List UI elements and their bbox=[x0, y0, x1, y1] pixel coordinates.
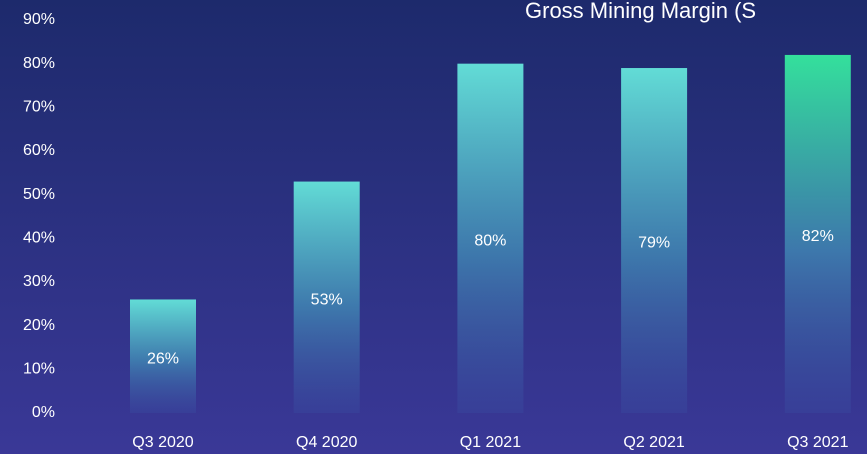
x-tick-label: Q4 2020 bbox=[296, 434, 357, 451]
y-tick-label: 70% bbox=[23, 99, 55, 116]
x-tick-label: Q3 2020 bbox=[132, 434, 193, 451]
y-tick-label: 60% bbox=[23, 142, 55, 159]
value-label: 53% bbox=[311, 292, 343, 309]
x-tick-label: Q1 2021 bbox=[460, 434, 521, 451]
y-tick-label: 10% bbox=[23, 361, 55, 378]
bar bbox=[293, 181, 360, 413]
value-label: 82% bbox=[802, 228, 834, 245]
y-tick-label: 80% bbox=[23, 55, 55, 72]
x-tick-label: Q3 2021 bbox=[787, 434, 848, 451]
y-tick-label: 0% bbox=[32, 404, 55, 421]
bar bbox=[784, 54, 851, 413]
y-tick-label: 50% bbox=[23, 186, 55, 203]
y-tick-label: 40% bbox=[23, 230, 55, 247]
value-label: 79% bbox=[638, 235, 670, 252]
y-tick-label: 90% bbox=[23, 11, 55, 28]
value-label: 26% bbox=[147, 350, 179, 367]
bar bbox=[130, 299, 196, 413]
y-tick-label: 30% bbox=[23, 273, 55, 290]
chart-title: Gross Mining Margin (S bbox=[525, 0, 756, 23]
x-tick-label: Q2 2021 bbox=[623, 434, 684, 451]
bar bbox=[621, 68, 688, 414]
value-label: 80% bbox=[474, 233, 506, 250]
bar bbox=[457, 63, 524, 414]
y-tick-label: 20% bbox=[23, 317, 55, 334]
